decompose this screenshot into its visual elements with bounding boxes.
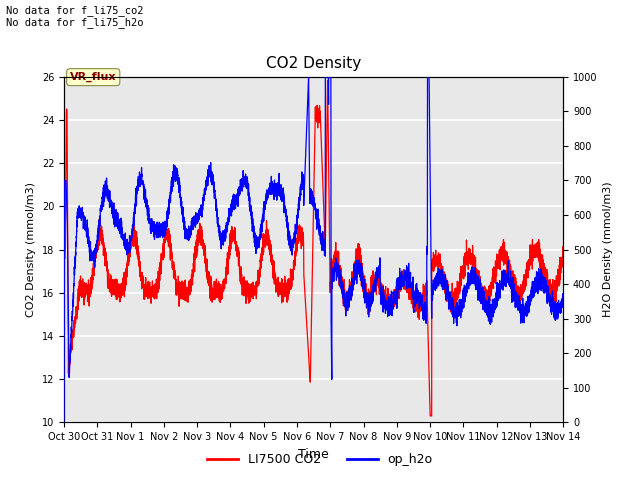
X-axis label: Time: Time (298, 448, 329, 461)
Y-axis label: H2O Density (mmol/m3): H2O Density (mmol/m3) (603, 182, 613, 317)
Title: CO2 Density: CO2 Density (266, 57, 361, 72)
Text: No data for f_li75_co2
No data for f_li75_h2o: No data for f_li75_co2 No data for f_li7… (6, 5, 144, 28)
Legend: LI7500 CO2, op_h2o: LI7500 CO2, op_h2o (202, 448, 438, 471)
Text: VR_flux: VR_flux (70, 72, 116, 82)
Y-axis label: CO2 Density (mmol/m3): CO2 Density (mmol/m3) (26, 182, 36, 317)
